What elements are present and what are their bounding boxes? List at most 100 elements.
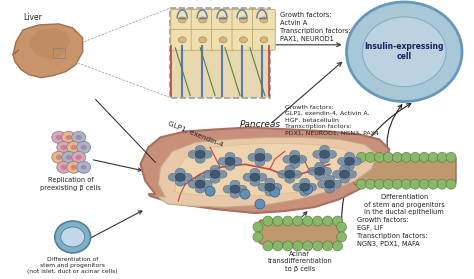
Ellipse shape <box>250 168 260 176</box>
Ellipse shape <box>55 221 91 253</box>
Ellipse shape <box>323 216 333 226</box>
Ellipse shape <box>195 175 205 183</box>
Ellipse shape <box>356 152 366 162</box>
Ellipse shape <box>319 150 329 158</box>
Ellipse shape <box>253 222 263 232</box>
Ellipse shape <box>419 179 429 189</box>
Ellipse shape <box>339 170 349 178</box>
Ellipse shape <box>332 180 342 188</box>
Polygon shape <box>158 137 377 207</box>
Ellipse shape <box>195 155 205 163</box>
Ellipse shape <box>333 216 343 226</box>
Ellipse shape <box>300 188 310 196</box>
Ellipse shape <box>255 158 265 166</box>
Ellipse shape <box>250 178 260 186</box>
Polygon shape <box>29 28 71 60</box>
Ellipse shape <box>303 216 313 226</box>
Ellipse shape <box>428 152 438 162</box>
Ellipse shape <box>300 178 310 186</box>
Ellipse shape <box>313 241 323 251</box>
Ellipse shape <box>61 227 85 247</box>
Ellipse shape <box>223 185 233 193</box>
Text: Acinar
transdifferentiation
to β cells: Acinar transdifferentiation to β cells <box>267 251 332 272</box>
Ellipse shape <box>292 170 302 178</box>
Ellipse shape <box>315 172 325 180</box>
Ellipse shape <box>308 167 318 175</box>
FancyBboxPatch shape <box>211 9 235 30</box>
Ellipse shape <box>313 216 323 226</box>
Ellipse shape <box>401 152 411 162</box>
Ellipse shape <box>203 170 213 178</box>
Ellipse shape <box>239 17 247 23</box>
Ellipse shape <box>446 152 456 162</box>
Ellipse shape <box>195 150 205 158</box>
Ellipse shape <box>333 170 343 178</box>
Ellipse shape <box>66 135 72 140</box>
Ellipse shape <box>383 152 393 162</box>
Text: Growth factors:
EGF, LIF
Transcription factors:
NGN3, PDX1, MAFA: Growth factors: EGF, LIF Transcription f… <box>357 217 428 247</box>
Ellipse shape <box>210 175 220 183</box>
Ellipse shape <box>290 160 300 168</box>
Ellipse shape <box>260 37 268 43</box>
Ellipse shape <box>218 157 228 165</box>
Ellipse shape <box>346 170 356 178</box>
Text: Growth factors:
Actvin A
Transcription factors:
PAX1, NEUROD1: Growth factors: Actvin A Transcription f… <box>280 12 350 42</box>
Ellipse shape <box>365 152 375 162</box>
Ellipse shape <box>195 145 205 153</box>
Text: Pancreas: Pancreas <box>239 121 281 129</box>
Ellipse shape <box>168 173 178 181</box>
Ellipse shape <box>419 152 429 162</box>
Ellipse shape <box>210 170 220 178</box>
Ellipse shape <box>333 241 343 251</box>
Ellipse shape <box>383 179 393 189</box>
Ellipse shape <box>260 17 268 23</box>
Ellipse shape <box>195 185 205 193</box>
Ellipse shape <box>278 170 288 178</box>
Ellipse shape <box>56 155 62 160</box>
Ellipse shape <box>210 165 220 173</box>
Ellipse shape <box>345 152 355 160</box>
Ellipse shape <box>202 150 212 158</box>
Ellipse shape <box>248 153 258 161</box>
Ellipse shape <box>392 179 402 189</box>
Ellipse shape <box>303 184 313 194</box>
Ellipse shape <box>255 153 265 161</box>
Ellipse shape <box>272 183 282 191</box>
Ellipse shape <box>315 162 325 170</box>
Ellipse shape <box>363 17 446 86</box>
Ellipse shape <box>285 175 295 183</box>
Ellipse shape <box>258 183 268 191</box>
Ellipse shape <box>202 180 212 188</box>
Ellipse shape <box>175 178 185 186</box>
Ellipse shape <box>339 165 349 173</box>
Ellipse shape <box>257 173 267 181</box>
Ellipse shape <box>71 145 77 150</box>
Ellipse shape <box>293 216 303 226</box>
Ellipse shape <box>339 175 349 183</box>
FancyBboxPatch shape <box>171 29 194 50</box>
Ellipse shape <box>67 161 81 173</box>
FancyBboxPatch shape <box>259 220 339 244</box>
Ellipse shape <box>345 162 355 170</box>
Ellipse shape <box>374 179 384 189</box>
Ellipse shape <box>303 241 313 251</box>
Ellipse shape <box>337 222 346 232</box>
Ellipse shape <box>188 180 198 188</box>
Ellipse shape <box>219 17 227 23</box>
Ellipse shape <box>71 165 77 170</box>
Ellipse shape <box>446 179 456 189</box>
Polygon shape <box>172 143 359 196</box>
Ellipse shape <box>319 145 329 153</box>
Ellipse shape <box>325 175 335 183</box>
Ellipse shape <box>437 152 447 162</box>
Ellipse shape <box>57 161 71 173</box>
Ellipse shape <box>62 151 76 163</box>
Text: Differentiation of
stem and progenitors
(not islet, duct or acinar cells): Differentiation of stem and progenitors … <box>27 257 118 274</box>
Ellipse shape <box>178 37 186 43</box>
Ellipse shape <box>337 232 346 242</box>
Ellipse shape <box>322 167 332 175</box>
Ellipse shape <box>66 155 72 160</box>
Polygon shape <box>140 128 389 213</box>
Ellipse shape <box>410 179 420 189</box>
Ellipse shape <box>437 179 447 189</box>
